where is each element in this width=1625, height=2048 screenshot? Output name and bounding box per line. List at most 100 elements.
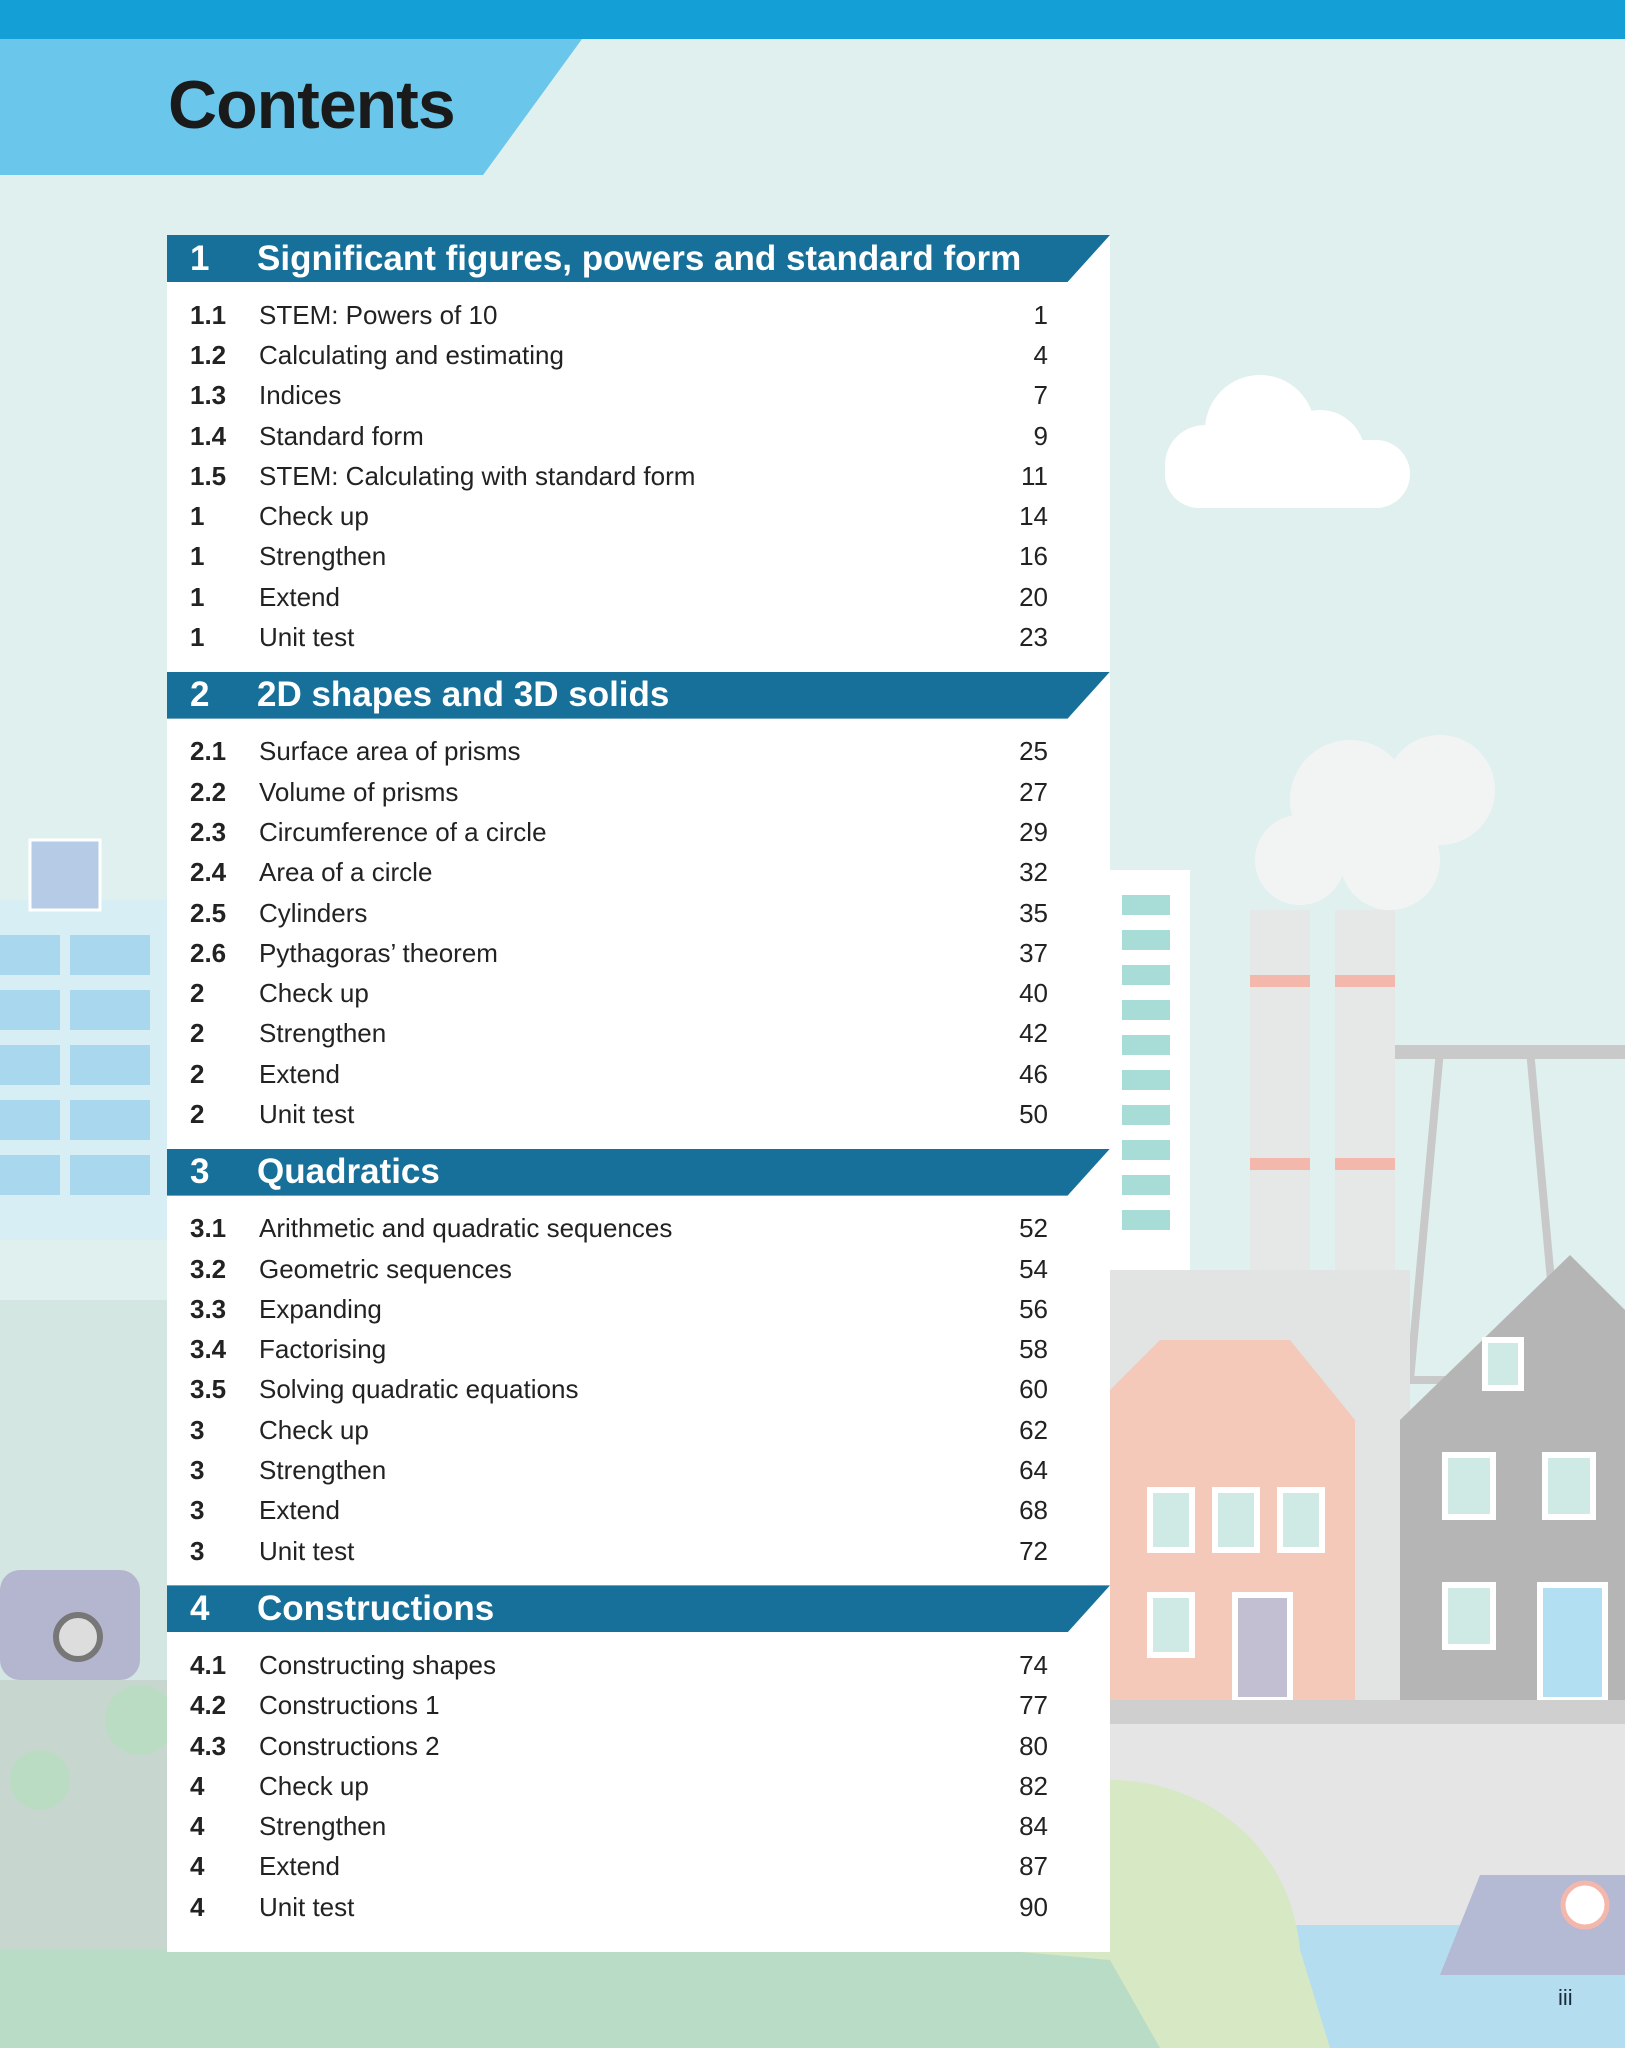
entry-page: 46 — [1019, 1058, 1048, 1089]
contents-entry[interactable]: 1 Strengthen 16 — [167, 537, 1110, 577]
section-header[interactable]: 3 Quadratics — [167, 1148, 1110, 1196]
entry-number: 1.4 — [190, 420, 227, 451]
section-header[interactable]: 1 Significant figures, powers and standa… — [167, 235, 1110, 282]
entry-title: Check up — [259, 1414, 369, 1445]
entry-title: Surface area of prisms — [259, 736, 521, 767]
contents-entry[interactable]: 2.1 Surface area of prisms 25 — [167, 732, 1110, 772]
entry-number: 2 — [190, 1098, 205, 1129]
contents-entry[interactable]: 1.1 STEM: Powers of 10 1 — [167, 295, 1110, 335]
contents-entry[interactable]: 4.3 Constructions 2 80 — [167, 1726, 1110, 1766]
entry-number: 1 — [190, 581, 205, 612]
entry-number: 4 — [190, 1851, 205, 1882]
entry-title: Strengthen — [259, 1455, 387, 1486]
entry-page: 20 — [1019, 581, 1048, 612]
entry-number: 4 — [190, 1770, 205, 1801]
contents-entry[interactable]: 1.2 Calculating and estimating 4 — [167, 335, 1110, 375]
section-title: Constructions — [257, 1588, 495, 1628]
entry-title: Unit test — [259, 1891, 355, 1922]
entry-number: 2.3 — [190, 816, 227, 847]
contents-entry[interactable]: 3 Check up 62 — [167, 1410, 1110, 1450]
contents-entry[interactable]: 2.3 Circumference of a circle 29 — [167, 812, 1110, 852]
entry-number: 3 — [190, 1455, 205, 1486]
entry-number: 2.4 — [190, 857, 227, 888]
entry-number: 2 — [190, 978, 205, 1009]
section-header[interactable]: 2 2D shapes and 3D solids — [167, 671, 1110, 719]
contents-entry[interactable]: 1.4 Standard form 9 — [167, 416, 1110, 456]
contents-entry[interactable]: 3.4 Factorising 58 — [167, 1330, 1110, 1370]
title-banner — [0, 39, 582, 175]
contents-entry[interactable]: 4 Check up 82 — [167, 1766, 1110, 1806]
contents-entry[interactable]: 3 Unit test 72 — [167, 1531, 1110, 1571]
entry-title: Volume of prisms — [259, 776, 459, 807]
entry-page: 87 — [1019, 1851, 1048, 1882]
contents-entry[interactable]: 3 Extend 68 — [167, 1491, 1110, 1531]
contents-entry[interactable]: 3.5 Solving quadratic equations 60 — [167, 1370, 1110, 1410]
entry-number: 3.2 — [190, 1253, 227, 1284]
entry-number: 1.2 — [190, 339, 227, 370]
entry-title: Constructions 2 — [259, 1730, 440, 1761]
entry-page: 7 — [1033, 380, 1048, 411]
entry-number: 4 — [190, 1811, 205, 1842]
contents-entry[interactable]: 4 Unit test 90 — [167, 1887, 1110, 1927]
contents-entry[interactable]: 1 Check up 14 — [167, 496, 1110, 536]
entry-page: 77 — [1019, 1690, 1048, 1721]
contents-entry[interactable]: 1 Unit test 23 — [167, 617, 1110, 657]
entry-number: 1.1 — [190, 299, 227, 330]
entry-title: Circumference of a circle — [259, 816, 547, 847]
contents-entry[interactable]: 2.5 Cylinders 35 — [167, 893, 1110, 933]
entry-title: Standard form — [259, 420, 424, 451]
contents-panel: 1 Significant figures, powers and standa… — [167, 235, 1110, 1952]
contents-entry[interactable]: 2 Unit test 50 — [167, 1094, 1110, 1134]
contents-entry[interactable]: 1.5 STEM: Calculating with standard form… — [167, 456, 1110, 496]
entry-title: Extend — [259, 1851, 340, 1882]
contents-entry[interactable]: 1.3 Indices 7 — [167, 376, 1110, 416]
entry-title: Extend — [259, 1058, 340, 1089]
entry-number: 2.5 — [190, 897, 227, 928]
contents-entry[interactable]: 4 Extend 87 — [167, 1847, 1110, 1887]
entry-title: Expanding — [259, 1293, 382, 1324]
entry-page: 1 — [1033, 299, 1048, 330]
contents-entry[interactable]: 2 Strengthen 42 — [167, 1014, 1110, 1054]
contents-entry[interactable]: 4.1 Constructing shapes 74 — [167, 1645, 1110, 1685]
contents-entry[interactable]: 2.6 Pythagoras’ theorem 37 — [167, 933, 1110, 973]
entry-title: STEM: Powers of 10 — [259, 299, 498, 330]
contents-entry[interactable]: 2.2 Volume of prisms 27 — [167, 772, 1110, 812]
entry-title: STEM: Calculating with standard form — [259, 460, 696, 491]
entry-page: 9 — [1033, 420, 1048, 451]
entry-title: Strengthen — [259, 1018, 387, 1049]
entry-title: Solving quadratic equations — [259, 1374, 579, 1405]
entry-title: Calculating and estimating — [259, 339, 564, 370]
contents-entry[interactable]: 2 Check up 40 — [167, 973, 1110, 1013]
page-number: iii — [1558, 1985, 1573, 2010]
contents-entry[interactable]: 4 Strengthen 84 — [167, 1807, 1110, 1847]
entry-page: 72 — [1019, 1535, 1048, 1566]
contents-entry[interactable]: 2.4 Area of a circle 32 — [167, 853, 1110, 893]
contents-entry[interactable]: 3.3 Expanding 56 — [167, 1289, 1110, 1329]
entry-number: 3.5 — [190, 1374, 227, 1405]
section-1: 1 Significant figures, powers and standa… — [167, 235, 1110, 672]
contents-entry[interactable]: 3 Strengthen 64 — [167, 1450, 1110, 1490]
entry-page: 68 — [1019, 1495, 1048, 1526]
contents-entry[interactable]: 2 Extend 46 — [167, 1054, 1110, 1094]
cloud-icon — [1165, 375, 1410, 508]
entry-title: Strengthen — [259, 1811, 387, 1842]
entry-page: 90 — [1019, 1891, 1048, 1922]
entry-number: 4.3 — [190, 1730, 227, 1761]
entry-title: Pythagoras’ theorem — [259, 937, 498, 968]
entry-title: Unit test — [259, 1098, 355, 1129]
entry-title: Check up — [259, 978, 369, 1009]
entry-title: Extend — [259, 1495, 340, 1526]
section-header[interactable]: 4 Constructions — [167, 1585, 1110, 1633]
entry-number: 3.1 — [190, 1213, 227, 1244]
contents-entry[interactable]: 1 Extend 20 — [167, 577, 1110, 617]
entry-page: 42 — [1019, 1018, 1048, 1049]
contents-entry[interactable]: 3.1 Arithmetic and quadratic sequences 5… — [167, 1209, 1110, 1249]
section-3: 3 Quadratics 3.1 Arithmetic and quadrati… — [167, 1148, 1110, 1586]
entry-page: 14 — [1019, 501, 1048, 532]
entry-number: 3.4 — [190, 1334, 227, 1365]
contents-entry[interactable]: 4.2 Constructions 1 77 — [167, 1686, 1110, 1726]
contents-entry[interactable]: 3.2 Geometric sequences 54 — [167, 1249, 1110, 1289]
section-4: 4 Constructions 4.1 Constructing shapes … — [167, 1585, 1110, 1941]
entry-number: 4.1 — [190, 1649, 227, 1680]
entry-number: 4 — [190, 1891, 205, 1922]
